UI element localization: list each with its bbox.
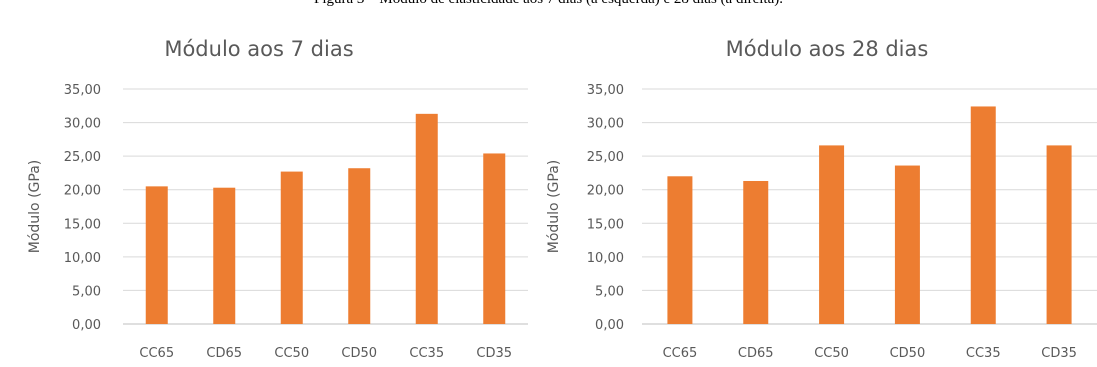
bar-cc35 [415,113,438,324]
y-tick-label: 15,00 [64,217,101,232]
bar-cc65 [667,176,693,324]
y-tick-label: 30,00 [64,117,101,132]
chart-title: Módulo aos 7 dias [164,37,353,61]
x-tick-label: CD35 [476,346,512,361]
y-tick-label: 35,00 [64,83,101,98]
y-tick-label: 15,00 [587,217,624,232]
y-tick-label: 5,00 [595,284,624,299]
x-tick-label: CD35 [1041,346,1077,361]
y-tick-label: 10,00 [587,251,624,266]
bar-cc65 [145,186,168,324]
bar-cd35 [1046,145,1072,324]
bar-cd65 [213,187,236,324]
chart-modulo-28-dias: Módulo aos 28 dias 0,00 5,00 10,00 15,00 20,0… [546,37,1097,361]
figure-caption: Figura 3 – Módulo de elasticidade aos 7 … [0,0,1097,8]
x-tick-label: CD50 [890,346,926,361]
bar-cd65 [743,180,769,324]
y-axis-title: Módulo (GPa) [27,160,43,253]
bar-cd50 [894,165,920,324]
x-tick-label: CC65 [663,346,698,361]
y-tick-label: 30,00 [587,117,624,132]
bar-cc50 [280,171,303,324]
y-tick-label: 25,00 [64,150,101,165]
y-tick-label: 35,00 [587,83,624,98]
x-tick-label: CD50 [341,346,377,361]
chart-title: Módulo aos 28 dias [726,37,929,61]
y-tick-label: 20,00 [64,184,101,199]
y-tick-label: 25,00 [587,150,624,165]
y-tick-label: 0,00 [595,318,624,333]
y-axis-title: Módulo (GPa) [546,160,562,253]
x-tick-label: CD65 [738,346,774,361]
bar-cd50 [348,168,371,324]
x-tick-label: CC35 [409,346,444,361]
bar-cc50 [819,145,845,324]
y-tick-label: 0,00 [72,318,101,333]
bar-cd35 [483,153,506,324]
bar-cc35 [970,106,996,324]
x-tick-label: CC50 [814,346,849,361]
x-tick-label: CC35 [966,346,1001,361]
x-tick-label: CC65 [139,346,174,361]
y-tick-label: 5,00 [72,284,101,299]
x-tick-label: CC50 [274,346,309,361]
x-tick-label: CD65 [206,346,242,361]
y-tick-label: 20,00 [587,184,624,199]
y-tick-label: 10,00 [64,251,101,266]
chart-modulo-7-dias: Módulo aos 7 dias 0,00 5,00 10,00 15,00 20,00… [27,37,528,361]
